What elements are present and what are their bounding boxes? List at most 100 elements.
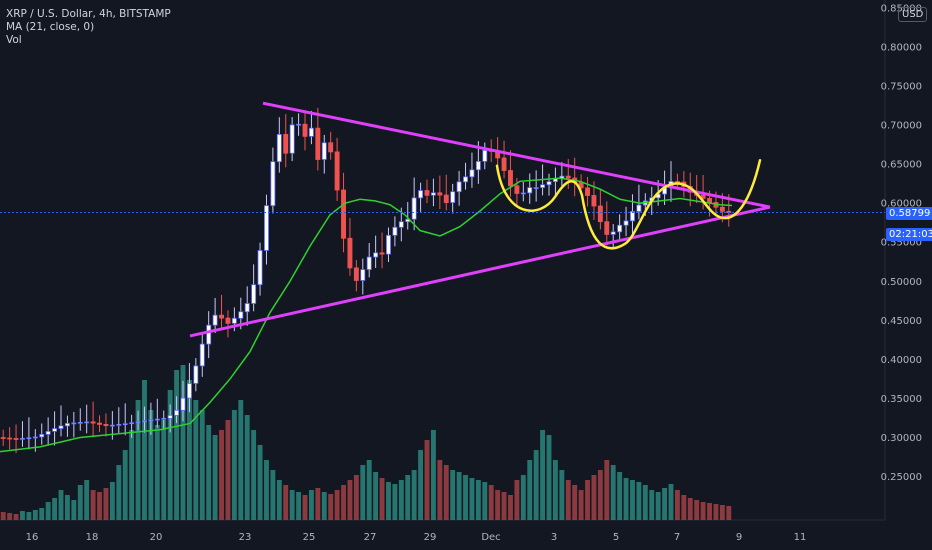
volume-bar [20, 511, 25, 520]
volume-bar [546, 435, 552, 520]
volume-bar [527, 460, 533, 520]
candle-body [26, 437, 32, 440]
candle-body [129, 422, 135, 425]
volume-bar [7, 513, 13, 520]
x-tick-label: 7 [674, 532, 680, 543]
y-tick-label: 0.75000 [881, 82, 922, 93]
candle-body [264, 205, 269, 251]
candle-body [430, 192, 436, 196]
candle-body [276, 134, 282, 163]
candle-body [508, 170, 513, 187]
candle-body [225, 317, 231, 324]
volume-bar [39, 508, 45, 520]
volume-bar [495, 490, 501, 520]
candle-body [302, 123, 308, 137]
candle-body [315, 127, 321, 160]
volume-bar [296, 492, 302, 520]
volume-bar [591, 475, 597, 520]
candle-body [52, 428, 58, 432]
volume-bar [681, 495, 687, 520]
volume-bar [360, 465, 366, 520]
x-tick-label: 3 [551, 532, 557, 543]
volume-bar [64, 495, 70, 520]
currency-badge[interactable]: USD [898, 7, 928, 22]
candle-body [0, 437, 6, 439]
y-tick-label: 0.80000 [881, 42, 922, 53]
volume-bar [109, 482, 115, 520]
candle-body [366, 256, 372, 270]
candle-body [540, 184, 546, 188]
volume-bar [135, 400, 141, 520]
volume-indicator-label: Vol [6, 34, 22, 46]
volume-bar [443, 465, 449, 520]
candle-body [546, 181, 552, 186]
volume-bar [418, 450, 424, 520]
candle-body [251, 284, 257, 304]
candle-body [604, 221, 610, 235]
volume-bar [674, 490, 680, 520]
chart-legend: XRP / U.S. Dollar, 4h, BITSTAMP MA (21, … [6, 8, 171, 47]
volume-bar [578, 490, 584, 520]
volume-bar [238, 400, 244, 520]
candle-body [456, 181, 462, 193]
volume-bar [649, 490, 655, 520]
candle-body [7, 437, 13, 440]
y-tick-label: 0.70000 [881, 121, 922, 132]
volume-bar [552, 460, 558, 520]
countdown-label: 02:21:03 [886, 228, 932, 241]
triangle-upper-trendline [262, 101, 771, 209]
candle-body [186, 383, 192, 399]
volume-bar [199, 410, 205, 520]
x-tick-label: 9 [736, 532, 742, 543]
candle-body [199, 343, 205, 367]
candle-body [386, 234, 391, 255]
candle-body [90, 421, 96, 424]
candle-body [469, 169, 475, 178]
volume-bar [707, 503, 712, 520]
volume-bar [353, 475, 359, 520]
candle-body [180, 397, 186, 411]
candle-body [610, 231, 616, 235]
volume-bar [713, 504, 719, 520]
y-tick-label: 0.40000 [881, 355, 922, 366]
x-tick-label: 25 [303, 532, 316, 543]
candle-body [398, 221, 404, 228]
volume-bar [719, 505, 725, 520]
y-tick-label: 0.60000 [881, 199, 922, 210]
x-tick-label: 16 [26, 532, 39, 543]
x-tick-label: 5 [613, 532, 619, 543]
candle-body [84, 421, 90, 424]
candle-body [719, 206, 725, 212]
volume-bar [77, 485, 83, 520]
candle-body [520, 192, 526, 195]
volume-bar [264, 460, 269, 520]
last-price-label: 0.58799 [886, 207, 932, 220]
candle-body [244, 303, 250, 313]
candle-body [148, 419, 154, 422]
candle-body [379, 252, 385, 255]
volume-bar [122, 450, 128, 520]
volume-bar [597, 470, 603, 520]
volume-bar [52, 498, 58, 520]
volume-bar [174, 370, 180, 520]
x-tick-label: 23 [239, 532, 252, 543]
volume-bar [475, 480, 481, 520]
y-tick-label: 0.85000 [881, 3, 922, 14]
candle-body [39, 434, 45, 438]
volume-bar [411, 470, 417, 520]
y-tick-label: 0.50000 [881, 277, 922, 288]
volume-bar [469, 478, 475, 520]
candle-body [71, 422, 77, 425]
volume-bar [405, 475, 411, 520]
candle-body [122, 423, 128, 426]
candle-body [424, 190, 430, 196]
volume-bar [520, 475, 526, 520]
volume-bar [341, 485, 346, 520]
x-tick-label: Dec [481, 532, 500, 543]
volume-bar [572, 485, 578, 520]
volume-bar [58, 490, 64, 520]
volume-bar [726, 506, 732, 520]
volume-bar [617, 472, 623, 520]
candle-body [463, 176, 468, 183]
